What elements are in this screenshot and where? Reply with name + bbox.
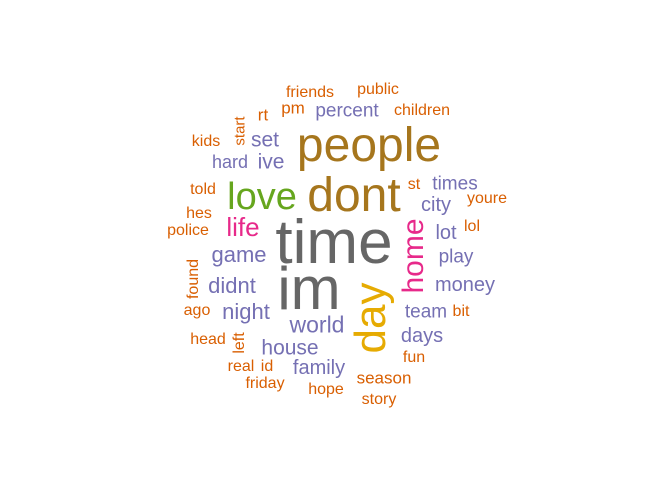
- word-left: left: [231, 332, 248, 354]
- word-days: days: [400, 325, 444, 347]
- word-dont: dont: [307, 169, 401, 222]
- word-told: told: [190, 181, 216, 198]
- word-hard: hard: [211, 152, 249, 172]
- word-life: life: [226, 212, 260, 242]
- word-night: night: [222, 299, 270, 324]
- word-children: children: [393, 102, 451, 119]
- word-game: game: [211, 242, 267, 267]
- word-play: play: [438, 246, 474, 268]
- word-percent: percent: [315, 100, 379, 122]
- word-start: start: [231, 116, 249, 146]
- word-house: house: [261, 336, 319, 360]
- word-lol: lol: [463, 218, 481, 235]
- word-home: home: [397, 218, 430, 294]
- word-fun: fun: [402, 349, 426, 366]
- word-family: family: [292, 357, 346, 379]
- word-day: day: [346, 282, 395, 354]
- word-friday: friday: [245, 375, 285, 392]
- word-team: team: [404, 301, 448, 323]
- word-real: real: [227, 358, 255, 375]
- word-rt: rt: [257, 105, 269, 125]
- word-public: public: [357, 81, 399, 98]
- word-im: im: [277, 255, 341, 322]
- word-money: money: [434, 274, 496, 296]
- word-hope: hope: [308, 381, 344, 398]
- word-id: id: [260, 358, 274, 375]
- word-season: season: [356, 368, 412, 388]
- word-people: people: [296, 119, 442, 172]
- word-kids: kids: [191, 133, 221, 150]
- word-youre: youre: [466, 190, 508, 207]
- word-times: times: [432, 173, 478, 195]
- word-world: world: [289, 311, 345, 338]
- word-hes: hes: [186, 205, 212, 222]
- word-ago: ago: [183, 302, 211, 319]
- word-police: police: [167, 222, 209, 239]
- word-ive: ive: [257, 150, 285, 174]
- word-story: story: [361, 391, 397, 408]
- word-pm: pm: [281, 98, 305, 118]
- word-st: st: [407, 176, 421, 193]
- word-bit: bit: [452, 303, 470, 320]
- word-love: love: [227, 176, 297, 218]
- word-head: head: [190, 331, 226, 348]
- word-city: city: [421, 194, 451, 216]
- word-lot: lot: [435, 222, 457, 244]
- word-friends: friends: [285, 84, 335, 101]
- word-didnt: didnt: [208, 273, 256, 298]
- word-found: found: [185, 258, 202, 300]
- word-set: set: [250, 128, 280, 152]
- word-time: time: [275, 208, 393, 277]
